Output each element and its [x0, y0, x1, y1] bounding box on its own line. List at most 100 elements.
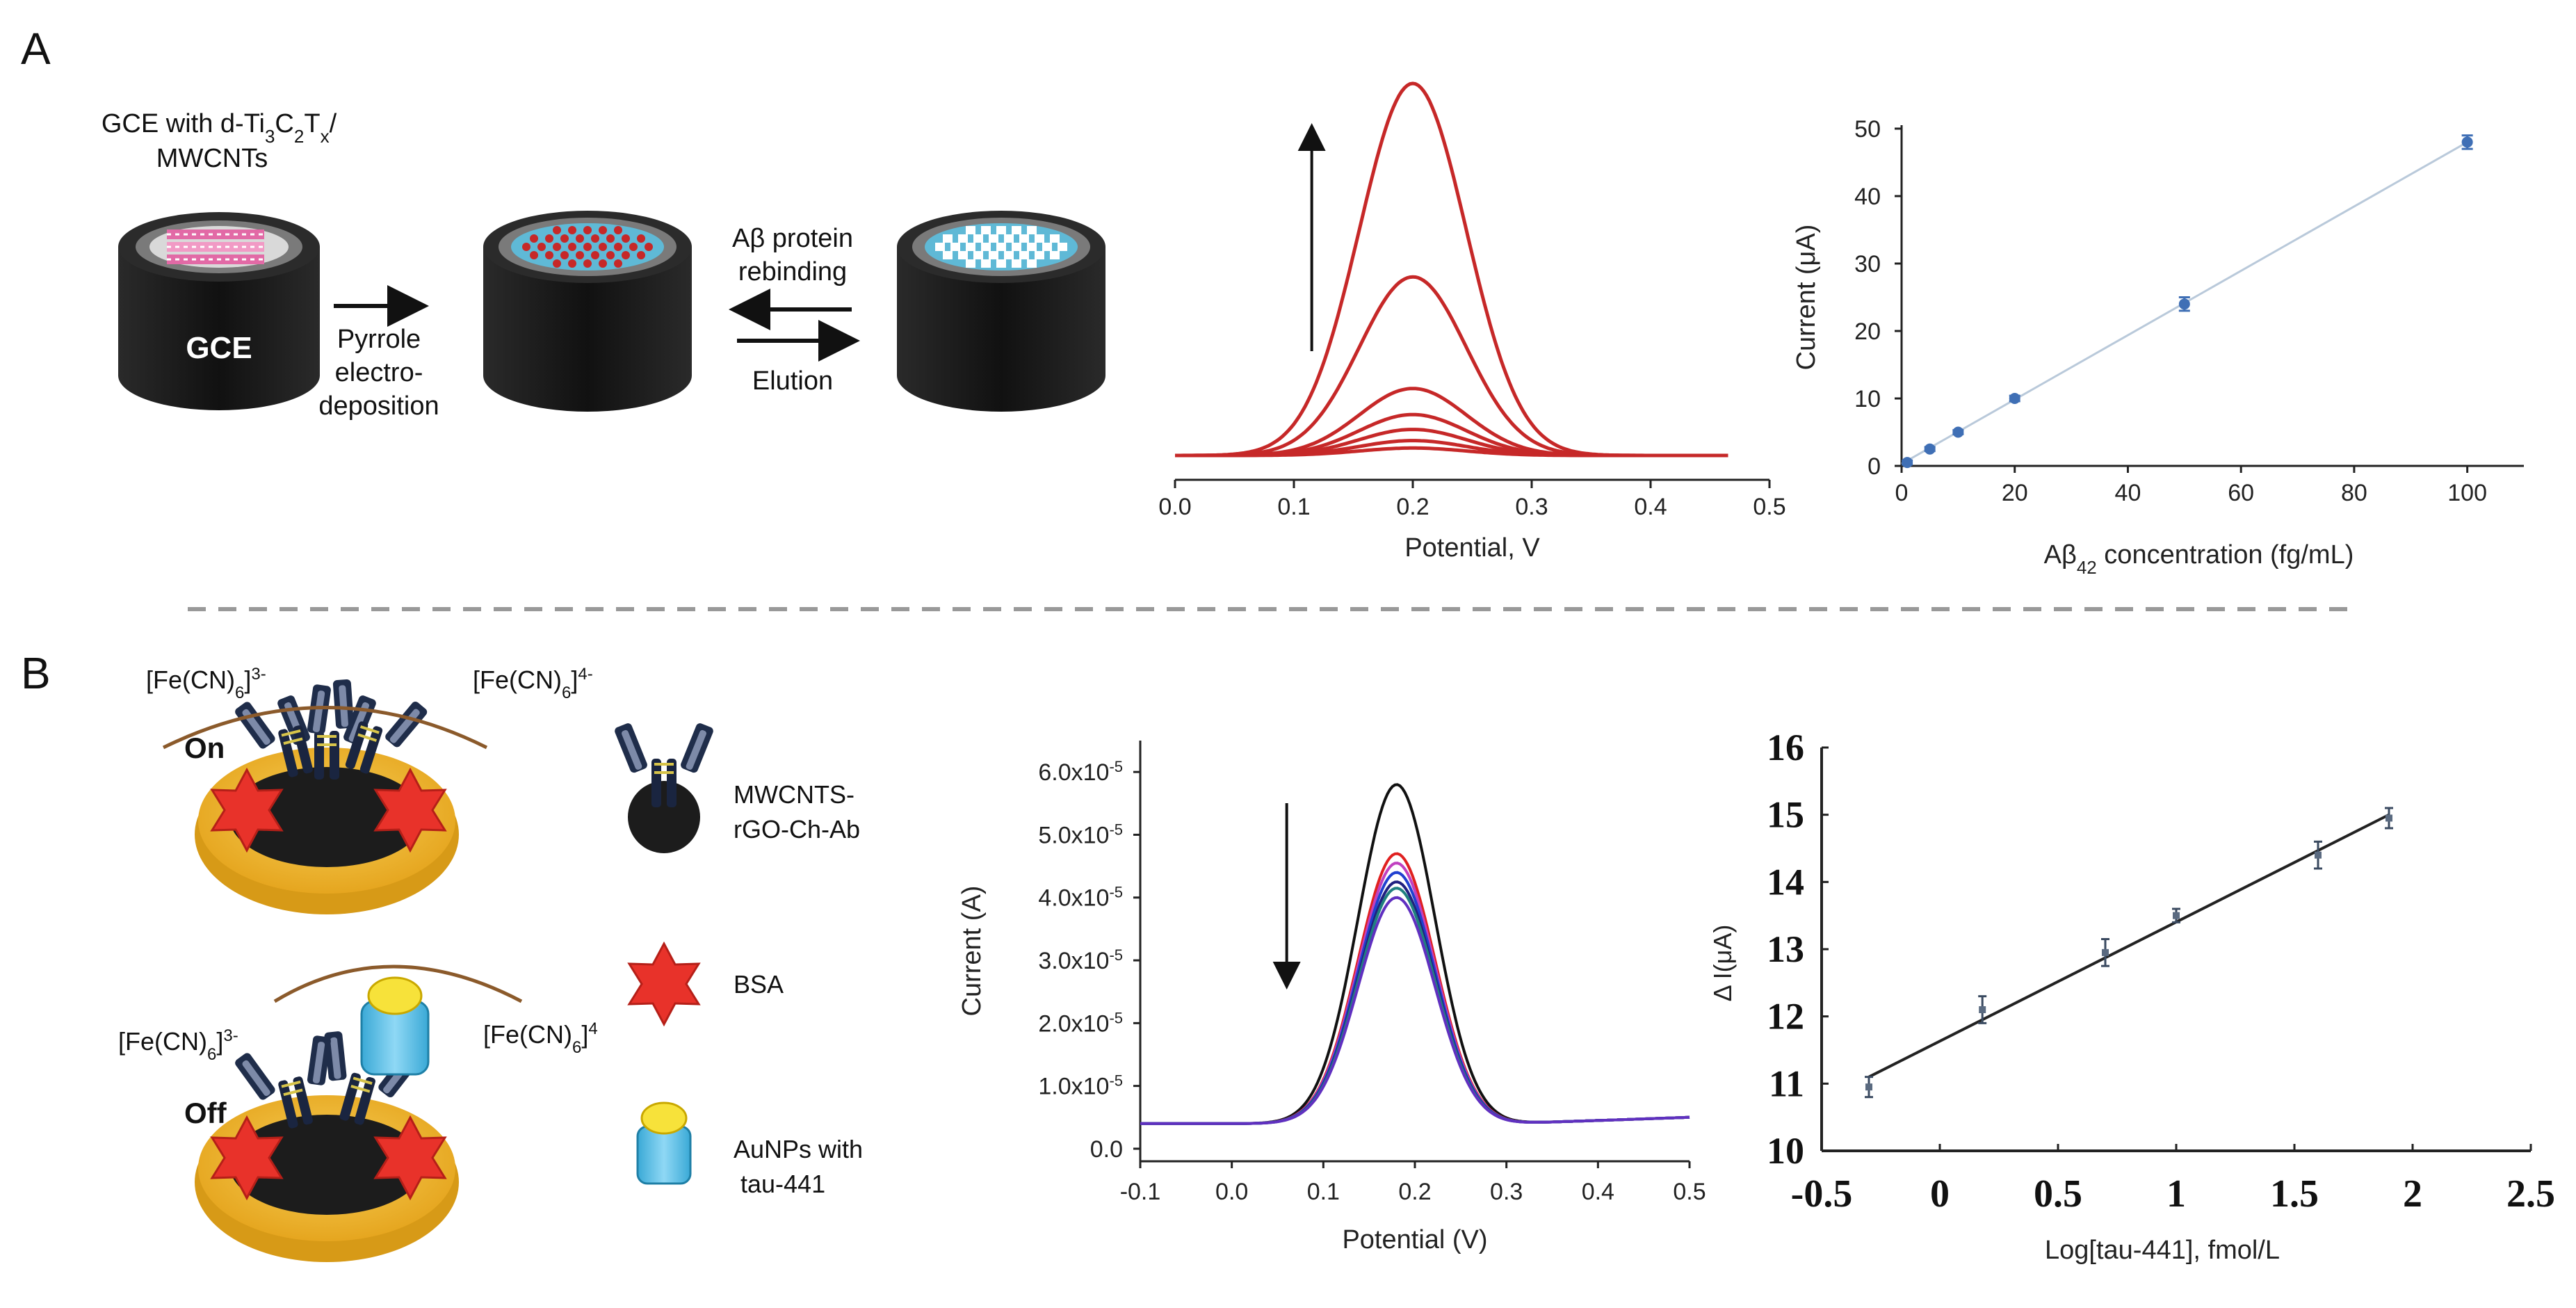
x-tick-label: 2 [2403, 1172, 2422, 1216]
chart-a-calibration: 0 20 40 60 80 100 0 10 20 30 40 50 Aβ42 concentratio… [1792, 116, 2524, 578]
x-tick-label: 0.0 [1158, 494, 1191, 520]
y-tick-label: 14 [1767, 861, 1804, 903]
y-tick-label: 11 [1769, 1063, 1804, 1104]
x-tick-label: 60 [2228, 480, 2254, 506]
panel-b-label: B [21, 648, 51, 698]
template-dot [614, 226, 622, 234]
cavity-square [950, 243, 960, 251]
cavity-square [1004, 251, 1014, 259]
cavity-square [1019, 234, 1029, 243]
data-point [2315, 851, 2322, 859]
template-dot [553, 243, 561, 251]
cavity-square [966, 259, 975, 268]
cavity-square [1012, 259, 1021, 268]
template-dot [560, 251, 569, 259]
x-tick-label: 80 [2341, 480, 2367, 506]
rebind-label-1: Aβ protein [732, 224, 853, 253]
y-axis-title: Δ I(μA) [1708, 925, 1737, 1002]
redox-arc [273, 964, 523, 1003]
chart-b-calibration: -0.5 0 0.5 1 1.5 2 2.5 10 11 12 13 14 15 16 Log[tau-44… [1708, 727, 2555, 1265]
template-dot [606, 234, 615, 243]
cavity-square [1027, 243, 1037, 251]
template-dot [622, 234, 630, 243]
template-dot [645, 243, 653, 251]
x-tick-label: -0.1 [1120, 1179, 1161, 1205]
legend-bsa-label: BSA [734, 970, 784, 999]
template-dot [583, 243, 592, 251]
template-dot [591, 251, 599, 259]
cavity-square [973, 251, 983, 259]
dpv-curve-purple [1140, 896, 1690, 1125]
cavity-square [1035, 251, 1044, 259]
x-tick-label: 0.5 [1673, 1179, 1706, 1205]
cavity-squares [935, 226, 1067, 268]
cavity-square [981, 259, 991, 268]
y-tick-label: 3.0x10-5 [1038, 946, 1123, 975]
y-tick-label: 13 [1767, 928, 1804, 970]
chart-b-dpv: -0.1 0.0 0.1 0.2 0.3 0.4 0.5 0.0 1.0x10-5 2.0x10-… [957, 741, 1706, 1254]
gce-material-label-line2: MWCNTs [156, 144, 268, 173]
fe4-label-on: [Fe(CN)6]4- [473, 665, 593, 702]
dpv-curve [1175, 275, 1728, 458]
step1-label-2: electro- [335, 358, 423, 387]
cavity-square [996, 243, 1006, 251]
template-dot [637, 234, 645, 243]
legend-antibody-label-1: MWCNTS- [734, 780, 854, 809]
x-tick-label: 0.0 [1215, 1179, 1248, 1205]
template-dot [568, 226, 576, 234]
electrode-2 [483, 211, 692, 412]
data-point [1924, 443, 1936, 455]
cavity-square [943, 234, 953, 243]
y-tick-label: 10 [1854, 386, 1881, 412]
x-tick-label: 40 [2115, 480, 2141, 506]
electrode-1: GCE [118, 212, 320, 410]
electrode-3 [897, 211, 1105, 412]
cavity-square [1042, 243, 1052, 251]
x-tick-label: 100 [2447, 480, 2487, 506]
template-dot [599, 259, 607, 268]
template-dot [553, 226, 561, 234]
y-tick-label: 30 [1854, 251, 1881, 277]
y-tick-label: 0.0 [1090, 1136, 1123, 1163]
y-tick-label: 12 [1767, 996, 1804, 1037]
data-point [2385, 814, 2392, 822]
template-dot [614, 243, 622, 251]
template-dot [522, 243, 530, 251]
cavity-square [1012, 243, 1021, 251]
y-tick-label: 40 [1854, 184, 1881, 210]
on-label: On [184, 732, 225, 764]
template-dot [583, 259, 592, 268]
template-dot [576, 251, 584, 259]
x-tick-label: 0.4 [1582, 1179, 1614, 1205]
template-dot [629, 243, 638, 251]
y-tick-label: 4.0x10-5 [1038, 883, 1123, 912]
x-tick-label: 0.2 [1398, 1179, 1431, 1205]
y-axis-title: Current (A) [957, 886, 987, 1017]
template-dot [614, 259, 622, 268]
data-point [1952, 426, 1964, 438]
x-tick-label: 0 [1895, 480, 1909, 506]
cavity-square [1050, 251, 1060, 259]
cavity-square [1058, 243, 1067, 251]
cavity-square [966, 243, 975, 251]
cavity-square [981, 226, 991, 234]
panel-a-label: A [21, 24, 51, 74]
legend-aunp-icon [636, 1101, 692, 1185]
cavity-square [996, 259, 1006, 268]
y-axis-title: Current (μA) [1792, 225, 1821, 371]
chart-a-dpv: 0.0 0.1 0.2 0.3 0.4 0.5 Potential, V [1158, 81, 1786, 563]
y-tick-label: 5.0x10-5 [1038, 821, 1123, 849]
x-tick-label: 0.2 [1396, 494, 1429, 520]
x-tick-label: 0.1 [1307, 1179, 1340, 1205]
cavity-square [943, 251, 953, 259]
fit-line [1868, 813, 2390, 1079]
off-state-electrode [195, 976, 459, 1262]
x-axis-title: Log[tau-441], fmol/L [2045, 1236, 2280, 1265]
cavity-square [935, 243, 945, 251]
x-tick-label: 0.5 [1753, 494, 1785, 520]
tau-aunp-icon [360, 976, 430, 1076]
data-point [2009, 393, 2020, 404]
template-dot [599, 243, 607, 251]
template-dot [583, 226, 592, 234]
